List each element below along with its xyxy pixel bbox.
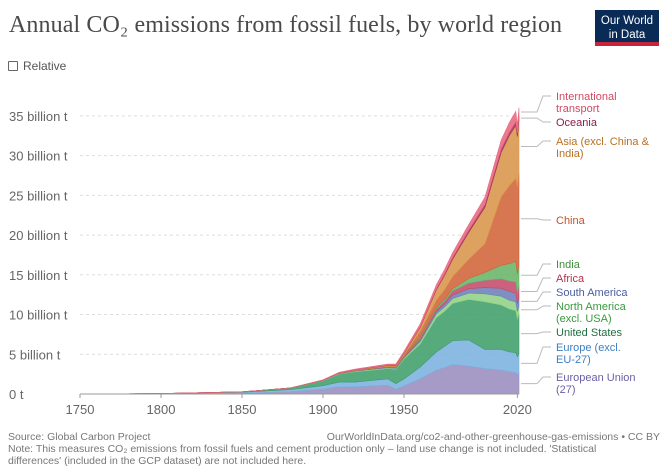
legend: European Union (27) Europe (excl. EU-27) Uni… (521, 91, 650, 396)
legend-label-line: Europe (excl. (556, 342, 621, 354)
legend-label-south-america[interactable]: South America (556, 287, 628, 299)
area-layers (79, 107, 520, 395)
legend-label-china[interactable]: China (556, 215, 586, 227)
legend-label-line: Africa (556, 273, 585, 285)
legend-label-europe-excl-eu-27[interactable]: Europe (excl. EU-27) (556, 342, 621, 366)
legend-label-africa[interactable]: Africa (556, 273, 585, 285)
legend-label-line: India (556, 259, 581, 271)
area-international-transport[interactable] (79, 107, 520, 395)
legend-label-india[interactable]: India (556, 259, 581, 271)
source-text: Source: Global Carbon Project (8, 431, 151, 443)
relative-checkbox[interactable] (8, 61, 18, 71)
legend-label-line: China (556, 215, 586, 227)
legend-connector-north-america-excl-usa (521, 305, 551, 311)
y-tick-label-2: 10 billion t (9, 308, 68, 323)
legend-label-line: Asia (excl. China & (556, 136, 650, 148)
legend-connector-oceania (521, 117, 551, 123)
logo-line-2: in Data (608, 29, 646, 41)
legend-label-line: Oceania (556, 117, 598, 129)
legend-connector-united-states (521, 331, 551, 335)
legend-connector-international-transport (521, 95, 551, 113)
legend-label-international-transport[interactable]: International transport (556, 91, 617, 115)
legend-label-line: India) (556, 148, 584, 160)
relative-label: Relative (23, 59, 67, 73)
legend-label-line: EU-27) (556, 354, 591, 366)
legend-label-european-union-27[interactable]: European Union (27) (556, 372, 636, 396)
legend-label-oceania[interactable]: Oceania (556, 117, 598, 129)
legend-label-line: (excl. USA) (556, 313, 612, 325)
y-tick-label-4: 20 billion t (9, 228, 68, 243)
legend-connector-china (521, 218, 551, 221)
x-tick-label-0: 1750 (66, 402, 95, 417)
chart-title: Annual CO₂ emissions from fossil fuels, … (9, 12, 563, 38)
legend-label-line: South America (556, 287, 628, 299)
legend-label-line: United States (556, 327, 623, 339)
legend-label-asia-excl-china-india[interactable]: Asia (excl. China & India) (556, 136, 650, 160)
legend-connector-european-union-27 (521, 376, 551, 385)
x-tick-label-4: 1950 (390, 402, 419, 417)
legend-connector-india (521, 263, 551, 276)
owid-logo[interactable]: Our World in Data (595, 10, 659, 46)
y-tick-label-7: 35 billion t (9, 109, 68, 124)
grid-lines (80, 115, 519, 355)
legend-label-line: (27) (556, 384, 576, 396)
note-text: Note: This measures CO₂ emissions from f… (8, 443, 597, 467)
relative-toggle[interactable]: Relative (8, 59, 66, 73)
legend-label-line: International (556, 91, 617, 103)
x-tick-label-5: 2020 (503, 402, 532, 417)
x-tick-label-2: 1850 (228, 402, 257, 417)
legend-label-line: European Union (556, 372, 636, 384)
y-tick-label-6: 30 billion t (9, 149, 68, 164)
x-tick-label-3: 1900 (309, 402, 338, 417)
y-tick-label-1: 5 billion t (9, 347, 61, 362)
legend-label-line: transport (556, 103, 599, 115)
axes: 0 t 5 billion t 10 billion t 15 billion t 20… (9, 109, 532, 417)
logo-line-1: Our World (600, 15, 654, 27)
x-tick-label-1: 1800 (147, 402, 176, 417)
legend-label-united-states[interactable]: United States (556, 327, 623, 339)
legend-label-north-america-excl-usa[interactable]: North America (excl. USA) (556, 301, 627, 325)
legend-connector-south-america (521, 291, 551, 302)
y-tick-label-3: 15 billion t (9, 268, 68, 283)
y-tick-label-0: 0 t (9, 387, 24, 402)
legend-label-line: North America (556, 301, 627, 313)
y-tick-label-5: 25 billion t (9, 188, 68, 203)
source-url[interactable]: OurWorldInData.org/co2-and-other-greenho… (326, 431, 660, 443)
legend-connector-africa (521, 277, 551, 292)
legend-connector-europe-excl-eu-27 (521, 346, 551, 364)
legend-connector-asia-excl-china-india (521, 140, 551, 147)
